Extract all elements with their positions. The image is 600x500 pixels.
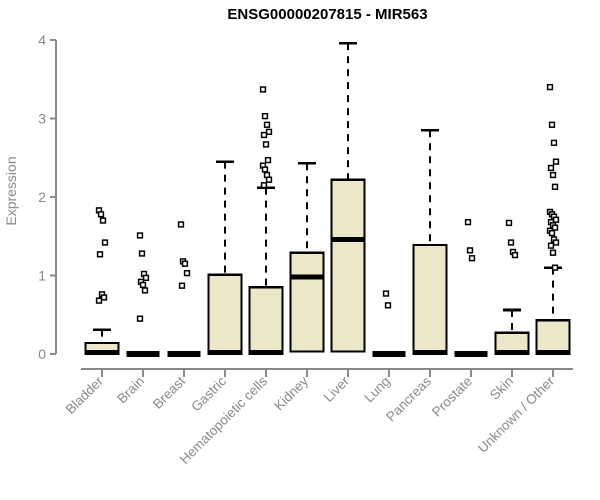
outlier-point xyxy=(136,232,144,239)
x-tick-label: Bladder xyxy=(63,373,107,417)
outlier-point xyxy=(265,128,273,135)
outlier-point xyxy=(259,86,267,93)
median-bladder xyxy=(85,349,119,355)
x-tick-label: Gastric xyxy=(188,373,229,414)
outlier-point xyxy=(466,247,474,254)
x-tick-label: Prostate xyxy=(429,374,475,420)
outlier-point xyxy=(261,166,269,173)
y-tick-label: 0 xyxy=(38,346,46,362)
box-unknown-other xyxy=(535,319,571,356)
collapsed-box-prostate xyxy=(454,350,488,358)
median-skin xyxy=(495,349,529,355)
outlier-point xyxy=(138,250,146,257)
outlier-point xyxy=(468,255,476,262)
outlier-point xyxy=(260,131,268,139)
outlier-point xyxy=(261,112,269,120)
y-tick-label: 1 xyxy=(38,268,46,284)
outlier-point xyxy=(464,218,472,226)
outlier-point xyxy=(139,281,147,289)
outlier-point xyxy=(263,121,271,128)
outlier-point xyxy=(100,294,108,301)
outlier-point xyxy=(265,176,273,183)
box-pancreas xyxy=(412,243,448,356)
chart-title: ENSG00000207815 - MIR563 xyxy=(227,6,428,23)
y-tick-label: 2 xyxy=(38,189,46,205)
outlier-point xyxy=(142,274,150,282)
x-tick-label: Breast xyxy=(150,373,188,411)
outlier-point xyxy=(546,83,554,91)
outlier-point xyxy=(507,239,515,246)
x-tick-label: Kidney xyxy=(271,373,311,413)
outlier-point xyxy=(177,221,185,228)
outlier-point xyxy=(511,251,519,259)
median-kidney xyxy=(290,274,324,280)
outlier-point xyxy=(101,239,109,246)
outlier-point xyxy=(95,297,103,304)
outlier-point xyxy=(178,282,186,289)
outlier-point xyxy=(262,141,270,148)
outlier-point xyxy=(96,251,104,258)
outlier-point xyxy=(260,182,268,189)
outlier-point xyxy=(551,264,559,271)
outlier-point xyxy=(181,260,189,267)
outlier-point xyxy=(550,139,558,146)
outlier-point xyxy=(551,224,559,231)
outlier-point xyxy=(99,217,107,224)
box-gastric xyxy=(207,273,243,356)
y-tick-label: 3 xyxy=(38,111,46,127)
outlier-point xyxy=(97,211,105,218)
outlier-point xyxy=(549,171,557,179)
x-tick-label: Lung xyxy=(361,374,393,406)
box-hematopoietic-cells xyxy=(248,286,284,356)
x-tick-label: Pancreas xyxy=(383,373,434,424)
outlier-point xyxy=(547,242,555,249)
x-tick-label: Brain xyxy=(114,374,147,407)
outlier-point xyxy=(547,164,555,172)
outlier-point xyxy=(551,183,559,190)
outlier-point xyxy=(382,290,390,297)
outlier-point xyxy=(552,239,560,246)
x-tick-label: Liver xyxy=(321,373,353,405)
outlier-point xyxy=(552,158,560,165)
outlier-point xyxy=(136,315,144,322)
outlier-point xyxy=(183,269,191,277)
x-tick-label: Unknown / Other xyxy=(475,373,558,456)
collapsed-box-brain xyxy=(126,350,160,358)
box-kidney xyxy=(289,251,325,353)
box-liver xyxy=(330,178,366,353)
collapsed-box-breast xyxy=(167,350,201,358)
median-gastric xyxy=(208,349,242,355)
outlier-point xyxy=(505,219,513,227)
outlier-point xyxy=(141,287,149,294)
outlier-point xyxy=(548,121,556,128)
outlier-point xyxy=(384,302,392,309)
x-tick-label: Skin xyxy=(487,374,516,403)
outlier-point xyxy=(264,156,272,164)
y-tick-label: 4 xyxy=(38,32,46,48)
median-pancreas xyxy=(413,349,447,355)
outlier-point xyxy=(552,216,560,223)
collapsed-box-lung xyxy=(372,350,406,358)
outlier-point xyxy=(549,249,557,256)
outlier-point xyxy=(548,229,556,237)
median-unknown-other xyxy=(536,349,570,355)
median-hematopoietic-cells xyxy=(249,349,283,355)
median-liver xyxy=(331,236,365,242)
